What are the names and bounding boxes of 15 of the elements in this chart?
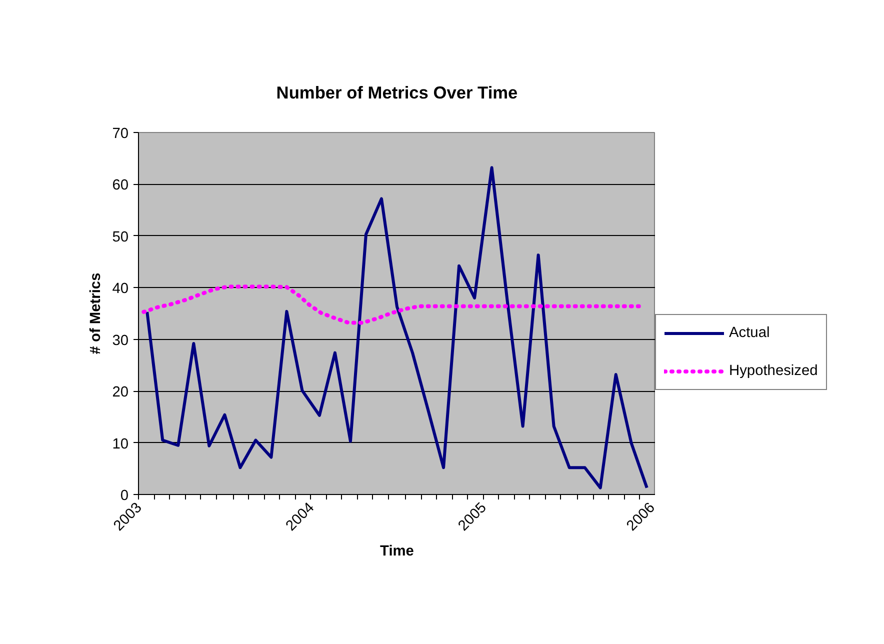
y-tick-label: 20 xyxy=(112,384,129,401)
legend-label: Actual xyxy=(729,325,770,341)
x-axis-title: Time xyxy=(380,543,414,560)
y-axis-title: # of Metrics xyxy=(88,272,104,354)
y-tick-label: 10 xyxy=(112,436,129,452)
y-tick-label: 0 xyxy=(120,488,129,504)
chart-title: Number of Metrics Over Time xyxy=(276,82,518,102)
y-tick-label: 40 xyxy=(112,281,129,298)
y-tick-label: 30 xyxy=(112,332,129,349)
legend-label: Hypothesized xyxy=(729,363,818,379)
line-series xyxy=(146,166,648,490)
y-tick-label: 60 xyxy=(112,178,129,194)
y-tick-label: 70 xyxy=(112,126,129,142)
y-tick-label: 50 xyxy=(112,229,129,246)
line-series xyxy=(142,284,642,325)
